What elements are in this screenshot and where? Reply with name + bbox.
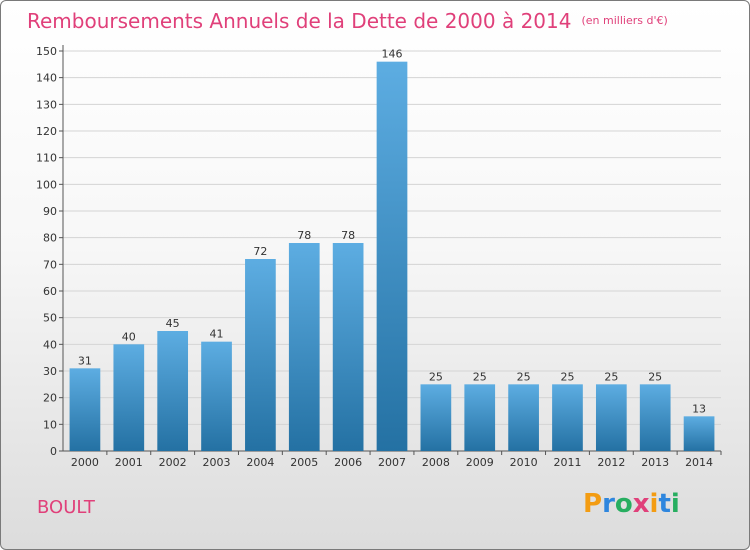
y-tick-label: 150 — [36, 45, 57, 58]
data-label: 45 — [166, 317, 180, 330]
data-label: 25 — [517, 370, 531, 383]
logo-letter: i — [649, 489, 659, 519]
x-tick-label: 2000 — [71, 456, 99, 469]
bar — [113, 344, 145, 451]
chart-title-text: Remboursements Annuels de la Dette de 20… — [27, 9, 572, 33]
bar — [69, 368, 101, 451]
x-tick-label: 2010 — [510, 456, 538, 469]
y-tick-label: 0 — [50, 445, 57, 458]
logo-letter: P — [583, 489, 603, 519]
data-label: 25 — [473, 370, 487, 383]
bar — [639, 384, 671, 451]
bar — [376, 61, 408, 452]
y-tick-label: 30 — [43, 365, 57, 378]
x-tick-label: 2003 — [203, 456, 231, 469]
bar — [552, 384, 583, 451]
data-label: 41 — [210, 328, 224, 341]
data-label: 25 — [604, 370, 618, 383]
bar — [595, 384, 627, 451]
y-tick-label: 20 — [43, 392, 57, 405]
y-tick-label: 10 — [43, 418, 57, 431]
y-tick-label: 70 — [43, 258, 57, 271]
y-tick-label: 100 — [36, 178, 57, 191]
x-tick-label: 2005 — [290, 456, 318, 469]
data-label: 25 — [429, 370, 443, 383]
town-name: BOULT — [37, 497, 95, 518]
chart-subtitle: (en milliers d'€) — [581, 14, 668, 27]
y-tick-label: 50 — [43, 312, 57, 325]
logo-letter: t — [658, 489, 671, 519]
bar — [245, 259, 276, 451]
data-label: 78 — [341, 229, 355, 242]
x-tick-label: 2007 — [378, 456, 406, 469]
data-label: 146 — [382, 48, 403, 61]
data-label: 25 — [648, 370, 662, 383]
y-tick-label: 120 — [36, 125, 57, 138]
logo-letter: o — [614, 489, 633, 519]
logo-letter: r — [602, 489, 615, 519]
logo-letter: x — [632, 489, 650, 519]
y-tick-label: 80 — [43, 232, 57, 245]
x-tick-label: 2004 — [246, 456, 274, 469]
y-tick-label: 40 — [43, 338, 57, 351]
bar — [288, 243, 320, 451]
data-label: 13 — [692, 402, 706, 415]
bar — [201, 341, 232, 451]
bar — [420, 384, 452, 451]
data-label: 72 — [253, 245, 267, 258]
x-tick-label: 2006 — [334, 456, 362, 469]
data-label: 31 — [78, 354, 92, 367]
y-tick-label: 140 — [36, 72, 57, 85]
proxiti-logo: Proxiti — [583, 489, 680, 519]
bar — [508, 384, 539, 451]
y-tick-label: 90 — [43, 205, 57, 218]
data-label: 25 — [560, 370, 574, 383]
bar — [157, 331, 189, 451]
bar — [683, 416, 715, 451]
y-tick-label: 110 — [36, 152, 57, 165]
x-tick-label: 2008 — [422, 456, 450, 469]
bar — [332, 243, 364, 451]
y-tick-label: 130 — [36, 98, 57, 111]
chart-title: Remboursements Annuels de la Dette de 20… — [27, 9, 668, 33]
x-tick-label: 2011 — [553, 456, 581, 469]
x-tick-label: 2009 — [466, 456, 494, 469]
x-tick-label: 2012 — [597, 456, 625, 469]
logo-letter: i — [670, 489, 680, 519]
data-label: 78 — [297, 229, 311, 242]
x-tick-label: 2013 — [641, 456, 669, 469]
x-tick-label: 2014 — [685, 456, 713, 469]
data-label: 40 — [122, 330, 136, 343]
bar — [464, 384, 496, 451]
x-tick-label: 2002 — [159, 456, 187, 469]
x-tick-label: 2001 — [115, 456, 143, 469]
y-tick-label: 60 — [43, 285, 57, 298]
